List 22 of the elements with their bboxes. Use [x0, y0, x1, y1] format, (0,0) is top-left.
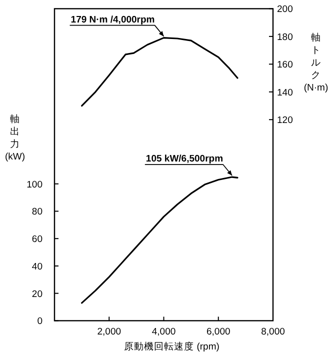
- y2-tick-label: 140: [277, 87, 293, 98]
- y-tick-label: 60: [32, 234, 42, 246]
- y-tick-label: 20: [32, 288, 42, 300]
- y-tick-label: 0: [37, 316, 42, 328]
- line-series: [81, 176, 238, 304]
- y-tick-label: 100: [26, 179, 42, 190]
- x-axis-title: 原動機回転速度 (rpm): [124, 340, 220, 353]
- y2-tick-label: 180: [277, 32, 293, 43]
- y-tick-label: 40: [32, 261, 42, 272]
- x-tick-label: 4,000: [152, 326, 176, 338]
- y2-tick-label: 120: [277, 115, 293, 126]
- x-tick-label: 8,000: [261, 326, 285, 338]
- y-axis-title: 軸出力 (kW): [4, 112, 26, 162]
- annotation: 105 kW/6,500rpm: [146, 154, 224, 165]
- x-tick-label: 2,000: [97, 326, 122, 338]
- y-tick-label: 80: [32, 206, 42, 218]
- y2-axis-title: 軸トルク (N·m): [304, 32, 328, 94]
- annotation: 179 N·m /4,000rpm: [70, 14, 155, 26]
- y2-tick-label: 200: [277, 4, 293, 16]
- y2-tick-label: 160: [277, 60, 293, 71]
- x-tick-label: 6,000: [206, 326, 230, 338]
- line-series: [81, 37, 238, 107]
